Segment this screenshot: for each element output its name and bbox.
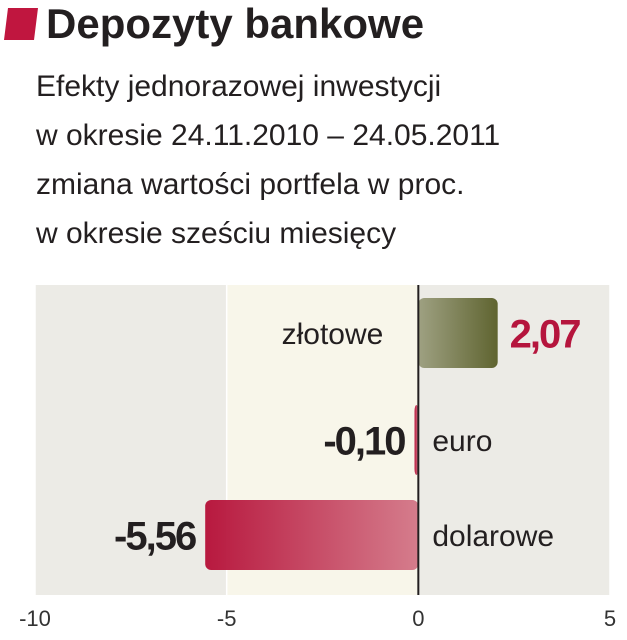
chart-title: Depozyty bankowe [46, 0, 424, 47]
subtitle-line: Efekty jednorazowej inwestycji [36, 70, 441, 103]
category-label: euro [432, 425, 492, 458]
x-tick-label: -5 [217, 606, 237, 631]
x-tick-label: 5 [604, 606, 616, 631]
subtitle-line: zmiana wartości portfela w proc. [36, 168, 465, 201]
value-label: -0,10 [323, 420, 405, 464]
category-label: złotowe [282, 318, 384, 351]
bar [205, 500, 419, 570]
value-label: 2,07 [510, 313, 581, 357]
bar [418, 298, 498, 368]
x-tick-label: 0 [412, 606, 424, 631]
title-icon [4, 8, 38, 40]
category-label: dolarowe [432, 520, 554, 553]
value-label: -5,56 [114, 515, 196, 559]
subtitle-line: w okresie sześciu miesięcy [35, 217, 396, 250]
x-tick-label: -10 [19, 606, 51, 631]
subtitle-line: w okresie 24.11.2010 – 24.05.2011 [35, 119, 500, 152]
